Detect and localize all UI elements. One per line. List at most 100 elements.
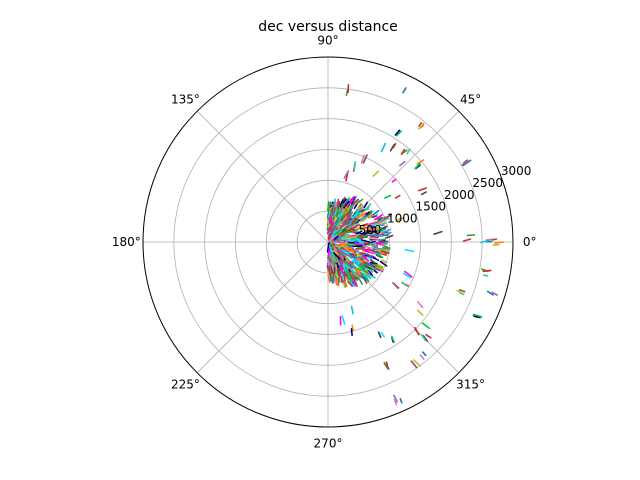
r-tick-label-1500: 1500 [415,200,446,214]
data-point [394,194,401,199]
polar-grid [143,57,513,427]
data-point [331,229,337,238]
data-point [373,230,384,235]
data-point [380,250,390,254]
data-point [425,333,432,339]
data-point [342,263,347,272]
data-point [357,213,365,219]
data-point [363,212,373,218]
data-point [346,244,354,247]
data-point [372,170,380,177]
data-point [348,195,355,205]
data-point [351,217,357,224]
data-point [344,259,352,270]
data-point [372,239,380,242]
data-point [355,252,363,257]
data-point [416,159,425,165]
data-point [333,249,339,255]
data-point [344,256,349,263]
data-point [337,215,342,223]
data-point [379,243,388,247]
data-point [337,231,343,237]
data-point [393,394,398,403]
data-point [417,187,428,192]
data-point [362,231,370,236]
data-point [368,236,375,240]
data-point [357,204,364,210]
data-point [360,265,369,274]
data-point [391,178,397,183]
data-point [420,122,425,129]
data-point [337,255,343,261]
data-point [375,241,385,244]
data-point [340,248,350,254]
data-point [482,269,492,273]
data-point [365,262,373,266]
data-point [347,280,354,287]
data-point [333,215,337,223]
data-point [389,143,395,152]
data-point [355,225,364,230]
data-point [353,267,362,276]
data-point [344,280,348,288]
data-point [367,214,375,219]
data-point [376,222,387,227]
data-point [380,331,385,338]
data-point [338,234,348,240]
data-point [391,335,395,343]
data-point [366,273,376,279]
data-point [336,207,339,218]
data-point [403,272,412,279]
data-point [420,334,427,342]
data-point [364,265,374,271]
data-point [329,254,335,263]
data-point [371,215,378,218]
data-point [328,236,337,242]
data-point [343,247,351,252]
data-point [336,262,340,268]
data-point [404,270,413,278]
data-point [359,272,367,280]
data-point [358,252,365,257]
data-point [346,271,353,279]
data-point [348,204,354,210]
data-point [351,259,356,264]
data-point [327,232,333,241]
data-point [336,277,339,287]
data-point [373,268,384,273]
data-point [385,361,389,369]
data-point [461,161,466,167]
data-point [343,170,350,179]
data-point [360,251,367,255]
data-point [378,224,385,227]
data-point [334,209,338,216]
data-point [355,230,363,235]
data-point [327,201,332,210]
data-point [342,263,349,270]
data-point [433,230,443,235]
data-point [360,214,367,221]
data-point [349,226,357,230]
data-point [486,290,494,296]
data-point [348,236,358,239]
data-point [342,200,348,208]
data-point [473,315,481,319]
data-point [347,275,353,283]
data-point [363,270,368,276]
data-point [353,218,359,225]
r-tick-label-3000: 3000 [501,164,532,178]
data-point [356,198,364,205]
data-point [414,326,420,336]
data-point [330,220,336,230]
data-point [419,354,425,360]
data-point [383,213,393,220]
data-point [342,230,353,235]
data-point [347,242,358,246]
theta-tick-label-315: 315° [456,378,485,392]
data-point [341,315,346,325]
data-point [357,239,365,243]
data-point [334,217,340,224]
data-point [370,240,376,244]
data-point [352,211,361,219]
data-point [331,225,336,232]
